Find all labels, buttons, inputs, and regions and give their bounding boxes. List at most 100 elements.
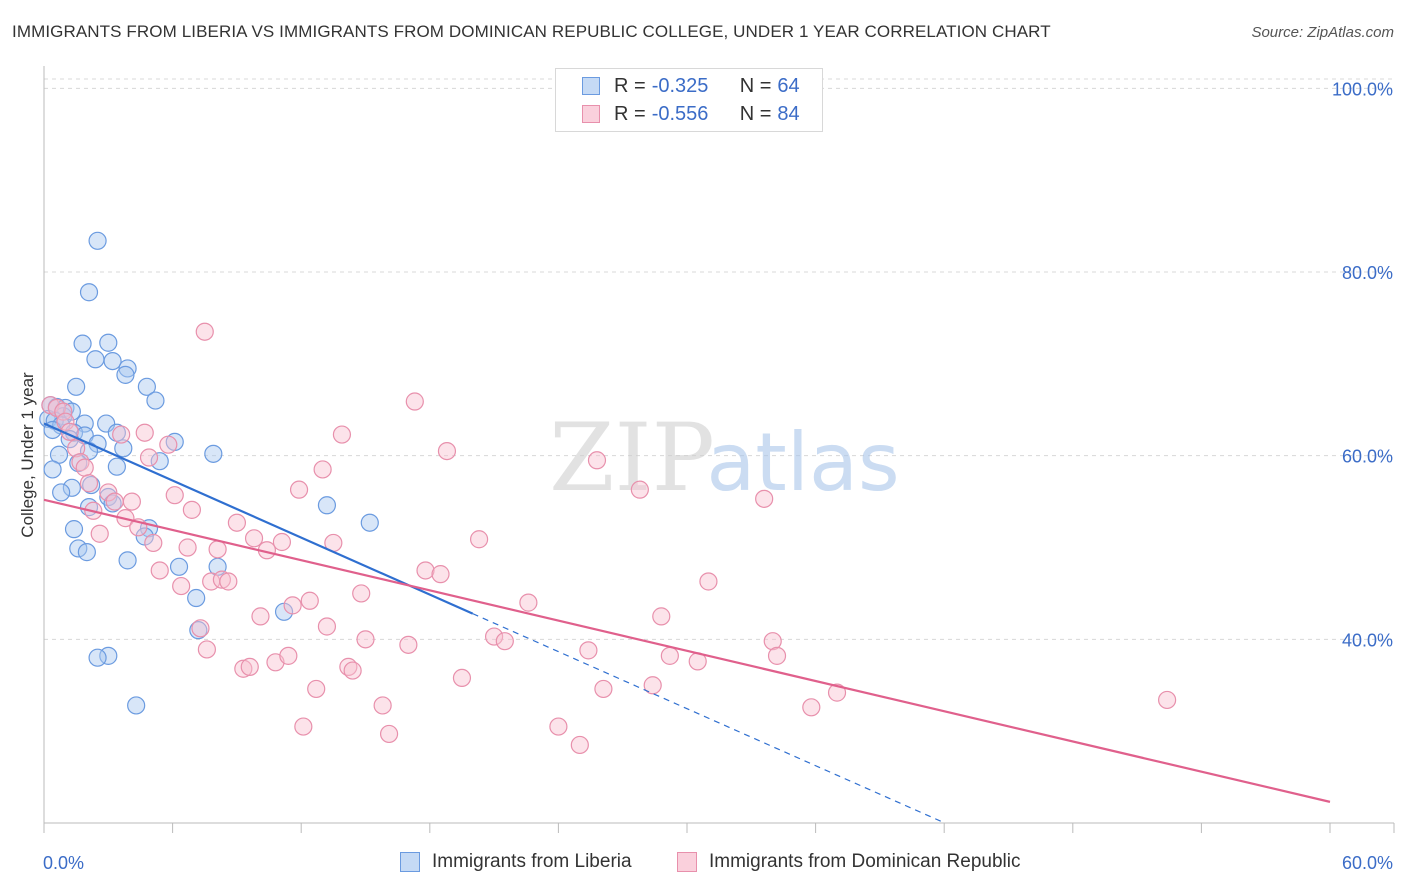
dominican-point <box>1158 690 1177 710</box>
liberia-point <box>67 377 86 396</box>
liberia-trend-line <box>43 422 474 615</box>
dominican-point <box>139 448 159 467</box>
chart-title: IMMIGRANTS FROM LIBERIA VS IMMIGRANTS FR… <box>12 22 1051 41</box>
dominican-point <box>416 561 435 580</box>
liberia-point <box>52 483 71 502</box>
liberia-point <box>64 520 84 539</box>
dominican-point <box>570 735 589 755</box>
dominican-point <box>283 596 302 615</box>
liberia-point <box>114 439 133 458</box>
dominican-point <box>343 661 362 680</box>
dominican-point <box>699 572 718 591</box>
y-tick-label: 100.0% <box>1332 79 1393 99</box>
dominican-point <box>251 607 270 626</box>
liberia-point <box>127 696 146 715</box>
dominican-point <box>405 392 424 411</box>
dominican-point <box>755 489 774 508</box>
dominican-point <box>67 439 86 458</box>
dominican-point <box>90 524 109 543</box>
dominican-point <box>767 646 787 665</box>
liberia-point <box>118 551 137 570</box>
liberia-point <box>169 557 189 576</box>
liberia-point <box>62 478 81 497</box>
legend-label: Immigrants from Liberia <box>432 851 632 872</box>
dominican-point <box>289 480 309 499</box>
liberia-point <box>99 333 118 352</box>
liberia-swatch <box>582 77 600 95</box>
dominican-point <box>240 657 259 676</box>
dominican-point <box>279 646 298 665</box>
dominican-point <box>112 425 131 444</box>
series-legend: Immigrants from Liberia Immigrants from … <box>0 851 1406 877</box>
dominican-point <box>437 441 457 461</box>
dominican-point <box>802 698 821 717</box>
dominican-point <box>356 630 375 649</box>
dominican-point <box>172 576 191 596</box>
dominican-point <box>165 486 184 505</box>
dominican-point <box>191 619 210 638</box>
dominican-point <box>56 412 75 431</box>
y-tick-label: 40.0% <box>1342 630 1393 650</box>
dominican-point <box>643 676 662 695</box>
liberia-point <box>88 231 107 250</box>
n-value: 84 <box>777 102 800 125</box>
dominican-point <box>159 435 178 454</box>
dominican-point <box>234 659 253 678</box>
dominican-point <box>469 530 489 549</box>
dominican-point <box>519 593 538 612</box>
dominican-point <box>150 561 169 580</box>
dominican-point <box>379 724 399 744</box>
dominican-point <box>313 460 332 479</box>
dominican-point <box>197 640 216 659</box>
legend-item-dominican[interactable]: Immigrants from Dominican Republic <box>677 851 1021 873</box>
legend-item-liberia[interactable]: Immigrants from Liberia <box>400 851 632 873</box>
watermark: ZIP atlas <box>549 404 900 513</box>
n-label: N = <box>739 102 772 125</box>
dominican-point <box>827 683 847 702</box>
dominican-point <box>122 492 141 511</box>
x-tick-label: 0.0% <box>43 853 84 873</box>
liberia-point <box>146 391 165 410</box>
liberia-swatch <box>400 852 420 872</box>
liberia-point <box>73 334 92 353</box>
liberia-point <box>77 543 96 562</box>
liberia-trend-extension <box>472 613 945 824</box>
stats-legend: R = -0.325 N = 64 R = -0.556 N = 84 <box>555 68 823 132</box>
dominican-point <box>594 679 613 699</box>
dominican-point <box>272 532 292 552</box>
dominican-point <box>352 584 371 603</box>
stats-row-liberia: R = -0.325 N = 64 <box>582 73 800 99</box>
liberia-point <box>88 648 107 667</box>
liberia-point <box>317 496 337 515</box>
dominican-point <box>212 570 231 589</box>
liberia-point <box>103 351 122 371</box>
dominican-point <box>300 591 319 610</box>
dominican-point <box>549 717 568 736</box>
dominican-point <box>373 696 392 715</box>
liberia-point <box>360 513 379 532</box>
dominican-point <box>652 607 671 626</box>
liberia-point <box>107 457 126 476</box>
liberia-point <box>116 365 135 384</box>
y-tick-labels: 40.0% 60.0% 80.0% 100.0% 0.0% 60.0% <box>43 79 1393 873</box>
gridlines <box>44 78 1394 640</box>
r-label: R = <box>614 74 646 97</box>
dominican-point <box>178 538 197 557</box>
y-axis-label: College, Under 1 year <box>18 372 37 538</box>
dominican-point <box>75 458 94 477</box>
liberia-point <box>43 460 62 479</box>
dominican-point <box>332 425 352 444</box>
dominican-point <box>495 632 514 651</box>
dominican-point <box>105 492 124 511</box>
n-label: N = <box>739 74 772 97</box>
source-label: Source: ZipAtlas.com <box>1251 24 1394 41</box>
dominican-point <box>208 540 227 559</box>
liberia-point <box>79 283 99 302</box>
watermark-zip: ZIP <box>549 404 715 513</box>
legend-label: Immigrants from Dominican Republic <box>709 851 1021 872</box>
dominican-point <box>452 668 472 688</box>
dominican-swatch <box>677 852 697 872</box>
trend-lines <box>43 422 1331 824</box>
dominican-point <box>79 474 99 493</box>
